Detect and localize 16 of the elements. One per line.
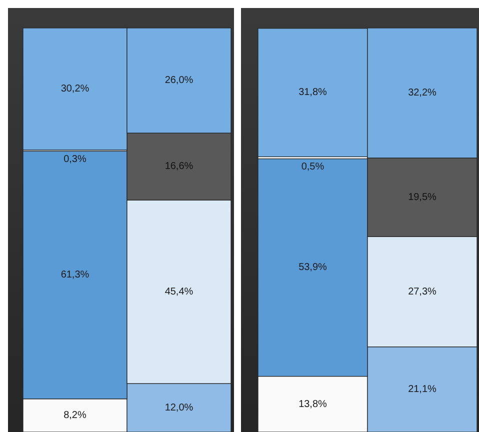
data-label: 21,1%	[408, 384, 437, 396]
data-label: 8,2%	[64, 410, 87, 422]
data-label: 12,0%	[164, 402, 194, 414]
data-label: 19,5%	[408, 192, 437, 203]
data-label: 31,8%	[298, 87, 328, 98]
data-label: 26,0%	[164, 75, 194, 86]
data-label: 27,3%	[408, 286, 437, 298]
data-label: 30,2%	[60, 84, 90, 95]
data-label: 13,8%	[298, 398, 328, 410]
data-label: 0,5%	[301, 161, 324, 172]
data-label: 16,6%	[164, 161, 194, 172]
data-label: 0,3%	[64, 154, 87, 165]
data-label: 45,4%	[164, 286, 194, 298]
data-label: 53,9%	[298, 262, 328, 274]
data-label: 32,2%	[408, 88, 437, 99]
data-label: 61,3%	[60, 270, 90, 281]
